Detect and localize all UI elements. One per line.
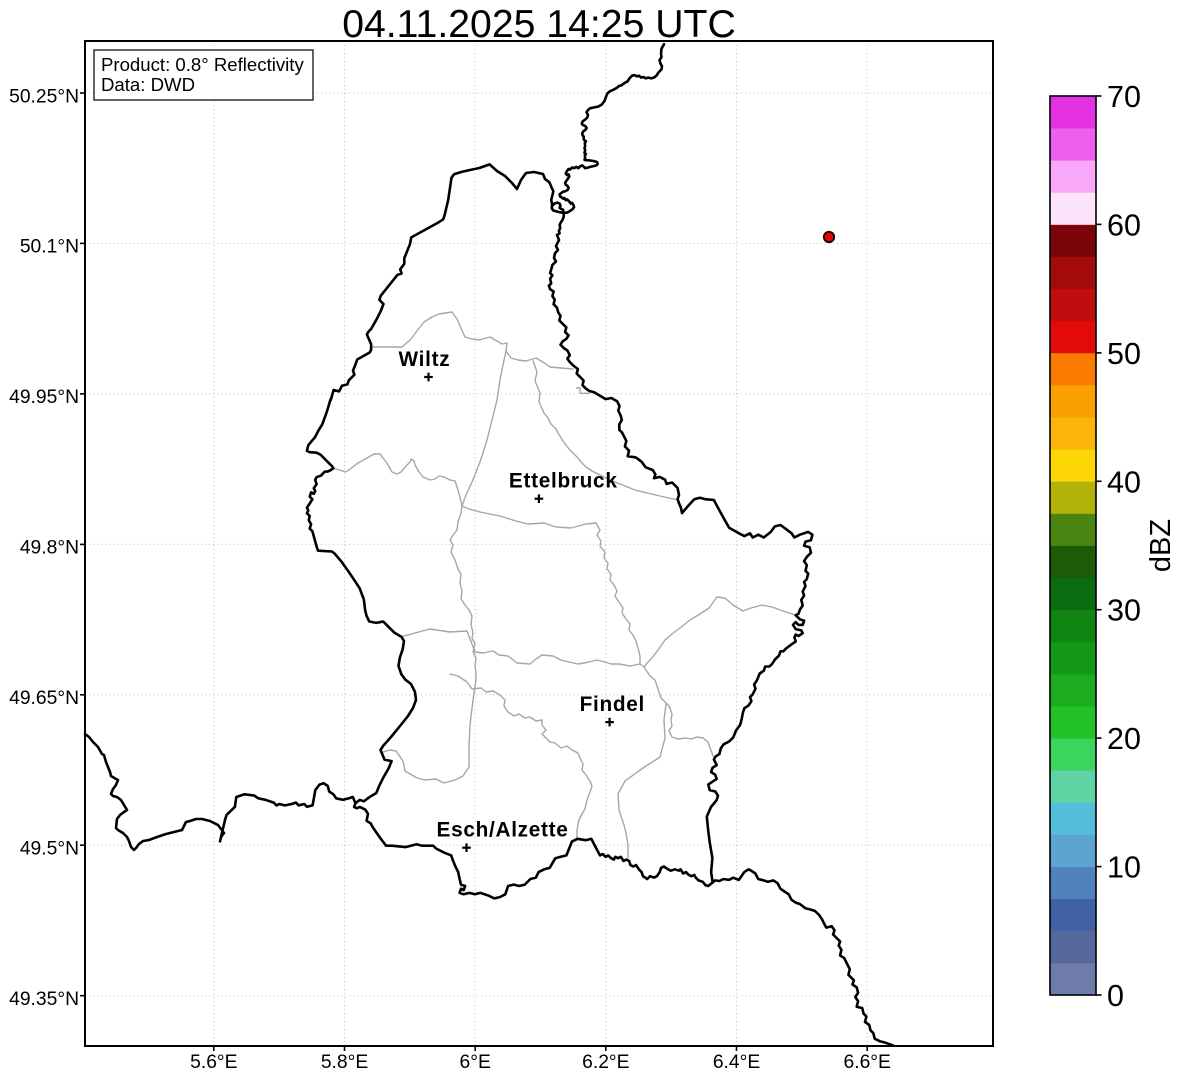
svg-text:5.6°E: 5.6°E: [190, 1052, 238, 1073]
svg-text:60: 60: [1107, 208, 1141, 242]
svg-text:50.1°N: 50.1°N: [20, 237, 79, 258]
svg-text:50.25°N: 50.25°N: [9, 86, 79, 107]
svg-text:Ettelbruck: Ettelbruck: [509, 470, 618, 493]
svg-text:50: 50: [1107, 337, 1141, 371]
svg-text:6.4°E: 6.4°E: [713, 1052, 761, 1073]
svg-text:Findel: Findel: [580, 693, 645, 716]
svg-text:20: 20: [1107, 722, 1141, 756]
svg-text:10: 10: [1107, 851, 1141, 885]
svg-text:49.5°N: 49.5°N: [20, 839, 79, 860]
svg-text:5.8°E: 5.8°E: [321, 1052, 369, 1073]
svg-text:70: 70: [1107, 80, 1141, 114]
svg-text:49.35°N: 49.35°N: [9, 989, 79, 1010]
svg-text:Product: 0.8° Reflectivity: Product: 0.8° Reflectivity: [101, 54, 304, 75]
svg-text:49.95°N: 49.95°N: [9, 387, 79, 408]
svg-text:Data: DWD: Data: DWD: [101, 74, 195, 95]
svg-text:Wiltz: Wiltz: [399, 348, 451, 371]
svg-text:49.8°N: 49.8°N: [20, 538, 79, 559]
svg-text:0: 0: [1107, 979, 1124, 1013]
svg-text:04.11.2025 14:25 UTC: 04.11.2025 14:25 UTC: [342, 3, 736, 46]
svg-text:40: 40: [1107, 465, 1141, 499]
svg-text:6°E: 6°E: [460, 1052, 491, 1073]
svg-text:49.65°N: 49.65°N: [9, 688, 79, 709]
svg-text:6.2°E: 6.2°E: [582, 1052, 630, 1073]
svg-text:Esch/Alzette: Esch/Alzette: [437, 819, 569, 842]
svg-text:6.6°E: 6.6°E: [844, 1052, 892, 1073]
svg-text:30: 30: [1107, 594, 1141, 628]
svg-text:dBZ: dBZ: [1145, 519, 1177, 572]
